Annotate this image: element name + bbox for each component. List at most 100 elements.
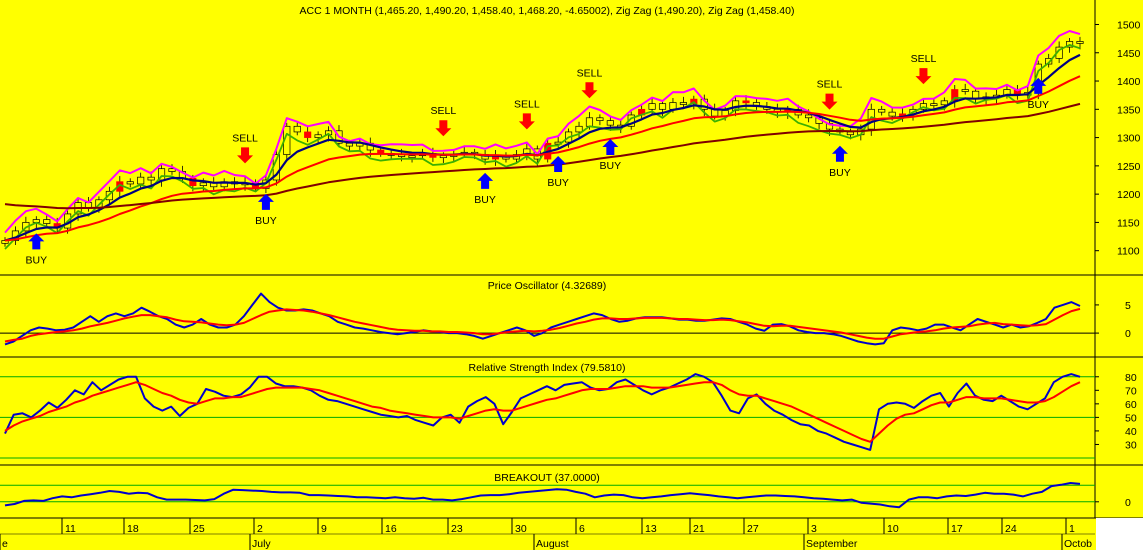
candle [606, 120, 614, 126]
candle [961, 89, 969, 92]
buy-label: BUY [829, 167, 851, 179]
candle [293, 125, 301, 133]
buy-arrow-icon [550, 155, 567, 172]
candle [314, 134, 322, 138]
sell-arrow-icon [237, 147, 254, 164]
month-label: August [536, 538, 569, 550]
osc-tick-label: 0 [1125, 328, 1131, 340]
brk-tick-label: 0 [1125, 497, 1131, 509]
x-tick-label: 17 [951, 523, 963, 535]
price-tick-label: 1500 [1117, 19, 1141, 31]
candle [679, 102, 687, 105]
x-tick-label: 11 [65, 523, 76, 535]
x-tick-label: 2 [257, 523, 263, 535]
sell-label: SELL [817, 79, 843, 91]
buy-label: BUY [474, 194, 496, 206]
price-panel-title: ACC 1 MONTH (1,465.20, 1,490.20, 1,458.4… [300, 5, 795, 17]
buy-label: BUY [1027, 99, 1049, 111]
candle [648, 103, 656, 110]
x-tick-label: 13 [645, 523, 657, 535]
price-tick-label: 1250 [1117, 161, 1141, 173]
price-tick-label: 1150 [1117, 217, 1140, 229]
candle [846, 131, 854, 136]
candle [596, 117, 604, 121]
sell-label: SELL [911, 53, 937, 65]
sell-arrow-icon [915, 68, 932, 85]
breakout-title: BREAKOUT (37.0000) [494, 472, 599, 484]
candle [940, 100, 948, 106]
rsi-tick-label: 60 [1125, 399, 1137, 411]
price-tick-label: 1100 [1117, 246, 1140, 258]
rsi-series-line [4, 373, 1081, 451]
x-tick-label: 18 [127, 523, 139, 535]
candle [345, 142, 353, 147]
candle [199, 182, 207, 187]
sell-label: SELL [431, 105, 457, 117]
rsi-tick-label: 50 [1125, 412, 1137, 424]
price-tick-label: 1450 [1117, 48, 1141, 60]
candle [658, 103, 667, 110]
price-tick-label: 1400 [1117, 76, 1141, 88]
x-tick-label: 27 [747, 523, 759, 535]
candle [1076, 41, 1084, 44]
candle [168, 168, 176, 172]
candle [742, 100, 750, 104]
zigzag-high-line [4, 30, 1081, 234]
price-oscillator-title: Price Oscillator (4.32689) [488, 280, 606, 292]
candle [43, 219, 51, 224]
sell-label: SELL [577, 67, 603, 79]
candle [1045, 58, 1053, 65]
candle [805, 114, 813, 119]
rsi-tick-label: 40 [1125, 426, 1137, 438]
sell-arrow-icon [581, 82, 598, 99]
osc-series-line [4, 307, 1081, 343]
candle [147, 176, 155, 181]
candle [439, 155, 447, 159]
rsi-title: Relative Strength Index (79.5810) [468, 362, 625, 374]
rsi-tick-label: 30 [1125, 439, 1137, 451]
osc-tick-label: 5 [1125, 300, 1131, 312]
candle [1, 240, 9, 244]
candle [930, 103, 938, 107]
candle [126, 181, 134, 185]
brk-series-line [4, 482, 1081, 509]
x-tick-label: 6 [579, 523, 585, 535]
moving-average-mid [4, 75, 1081, 242]
x-tick-label: 1 [1069, 523, 1075, 535]
sell-label: SELL [514, 98, 540, 110]
buy-label: BUY [26, 254, 48, 266]
osc-series-line [4, 292, 1081, 346]
candle [888, 111, 896, 117]
x-tick-label: 10 [887, 523, 899, 535]
x-tick-label: 9 [321, 523, 327, 535]
buy-arrow-icon [602, 138, 619, 155]
buy-label: BUY [600, 160, 622, 172]
price-tick-label: 1200 [1117, 189, 1141, 201]
candle [585, 117, 594, 127]
x-tick-label: 23 [451, 523, 463, 535]
candle [408, 155, 416, 159]
candle [878, 108, 886, 113]
buy-arrow-icon [831, 145, 848, 162]
rsi-tick-label: 80 [1125, 372, 1137, 384]
price-tick-label: 1300 [1117, 133, 1141, 145]
sell-arrow-icon [821, 93, 838, 110]
price-tick-label: 1350 [1117, 104, 1141, 116]
rsi-tick-label: 70 [1125, 385, 1137, 397]
candle [304, 131, 312, 138]
buy-label: BUY [255, 215, 277, 227]
month-label: e [2, 538, 8, 550]
buy-arrow-icon [477, 172, 494, 189]
x-tick-label: 21 [693, 523, 705, 535]
buy-arrow-icon [1030, 77, 1047, 94]
month-label: Octob [1064, 538, 1092, 550]
x-tick-label: 25 [193, 523, 205, 535]
x-tick-label: 30 [515, 523, 527, 535]
sell-arrow-icon [518, 113, 535, 130]
sell-arrow-icon [435, 120, 452, 137]
x-tick-label: 3 [811, 523, 817, 535]
sell-label: SELL [232, 132, 258, 144]
rsi-series-line [4, 381, 1081, 443]
